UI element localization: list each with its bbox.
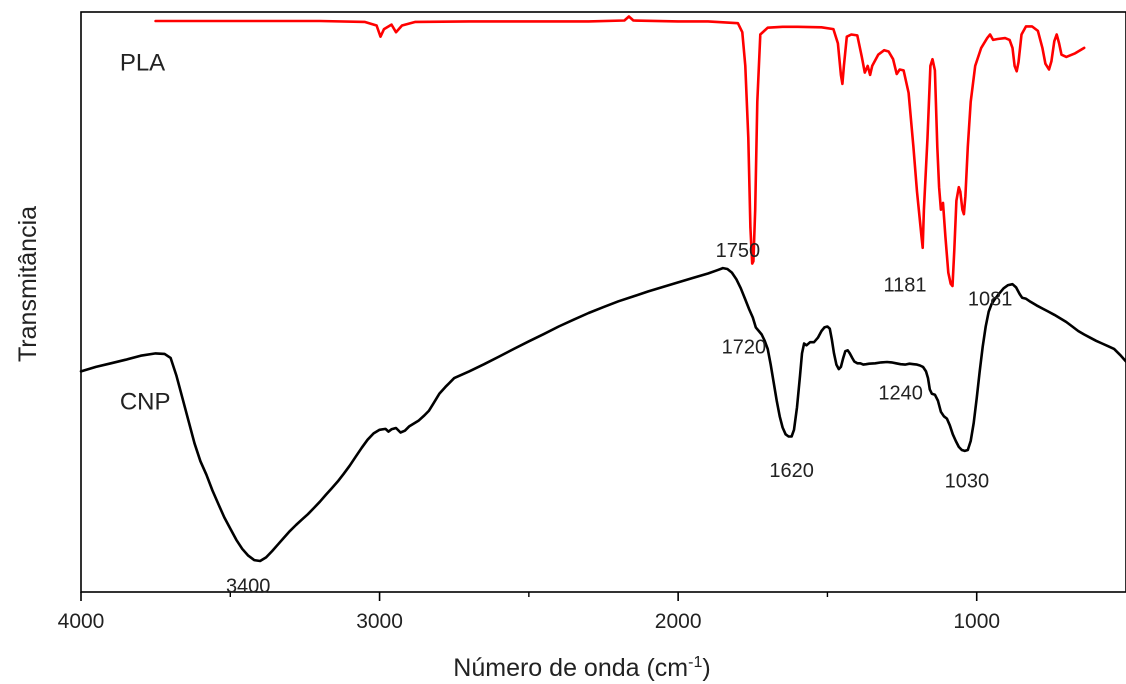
series-line-pla (154, 15, 1086, 288)
peak-label: 1030 (945, 470, 990, 492)
peak-label: 3400 (226, 575, 271, 597)
peak-label: 1240 (878, 383, 923, 405)
peak-label: 1750 (716, 240, 761, 262)
series-label-pla: PLA (120, 49, 165, 76)
x-tick-label: 1000 (953, 610, 1000, 633)
peak-label: 1620 (769, 460, 814, 482)
x-axis-title: Número de onda (cm-1) (453, 654, 710, 682)
peak-label: 1181 (884, 274, 927, 296)
x-tick-label: 4000 (58, 610, 105, 633)
series-label-cnp: CNP (120, 389, 171, 416)
plot-frame (80, 11, 1126, 593)
series-layer (79, 15, 1126, 563)
peak-label: 1720 (722, 336, 767, 358)
y-axis-title: Transmitância (14, 206, 42, 362)
x-tick-label: 3000 (356, 610, 403, 633)
peak-label: 1081 (968, 288, 1013, 310)
x-tick-label: 2000 (655, 610, 702, 633)
series-line-cnp (79, 266, 1126, 563)
x-axis-ticks: 4000 3000 2000 1000 (58, 592, 1000, 633)
annotation-layer: PLA CNP 1750 1181 1081 1720 1620 1240 1030 3400 (120, 49, 1013, 597)
